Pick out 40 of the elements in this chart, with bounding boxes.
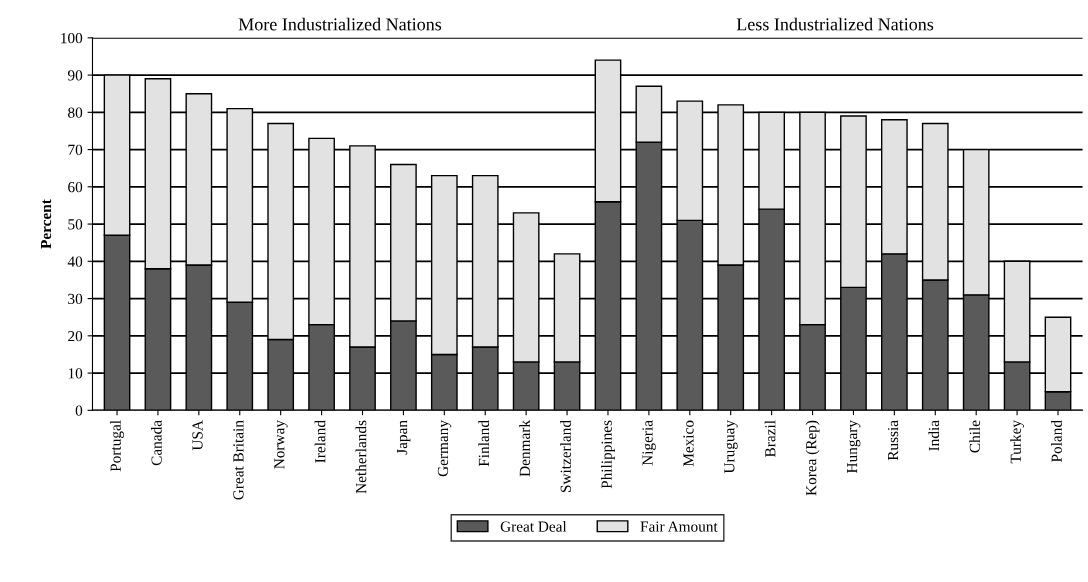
x-tick-label: Canada <box>151 420 162 466</box>
x-tick-label: Japan <box>397 420 411 455</box>
x-tick-label: Philippines <box>601 420 615 489</box>
x-tick-label: Turkey <box>1010 420 1025 464</box>
x-tick-label: USA <box>192 420 203 451</box>
x-tick-label: Korea (Rep) <box>805 420 820 496</box>
x-tick-label: Norway <box>274 420 288 469</box>
y-tick-label: 0 <box>75 405 83 416</box>
text: Less Industrialized Nations <box>736 17 934 31</box>
legend-label: Great Deal <box>500 521 567 532</box>
x-tick-label: India <box>928 420 940 451</box>
y-tick-label: 70 <box>68 144 83 156</box>
y-tick-label: 90 <box>67 70 83 81</box>
legend-label: Fair Amount <box>640 521 718 532</box>
x-tick-label: Chile <box>969 420 981 453</box>
x-tick-label: Russia <box>887 420 899 461</box>
x-tick-label: Switzerland <box>560 420 571 492</box>
y-tick-label: 10 <box>68 368 83 379</box>
text: More Industrialized Nations <box>238 17 442 31</box>
x-tick-label: Portugal <box>110 420 124 472</box>
x-tick-label: Finland <box>478 420 490 467</box>
x-tick-label: Netherlands <box>355 420 367 494</box>
x-tick-label: Hungary <box>847 420 861 474</box>
x-tick-label: Nigeria <box>642 420 656 466</box>
x-tick-label: Germany <box>437 420 452 477</box>
x-tick-label: Denmark <box>519 420 530 477</box>
y-tick-label: 40 <box>67 256 83 267</box>
y-tick-label: 30 <box>68 293 83 305</box>
x-tick-label: Poland <box>1051 420 1062 463</box>
y-tick-label: 60 <box>68 181 83 193</box>
y-tick-label: 80 <box>68 107 83 118</box>
y-tick-label: 100 <box>61 32 83 44</box>
y-axis-title: Percent <box>41 199 52 249</box>
x-tick-label: Mexico <box>683 420 694 467</box>
x-tick-label: Brazil <box>764 420 776 457</box>
y-tick-label: 20 <box>68 330 83 342</box>
x-tick-label: Ireland <box>314 420 326 463</box>
x-tick-label: Uruguay <box>724 420 738 474</box>
x-tick-label: Great Britain <box>233 420 244 500</box>
y-tick-label: 50 <box>68 219 83 230</box>
